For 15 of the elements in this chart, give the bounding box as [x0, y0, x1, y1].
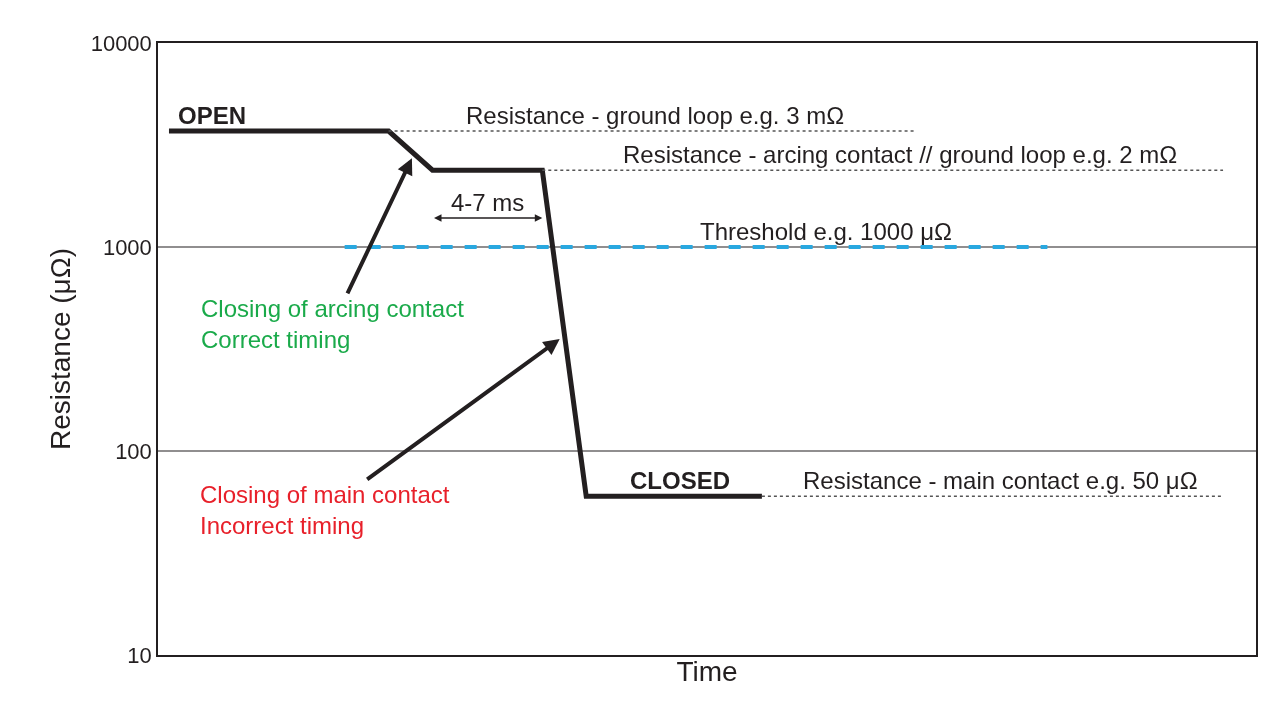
annotation: Threshold e.g. 1000 μΩ	[700, 218, 952, 245]
annotation: Resistance - ground loop e.g. 3 mΩ	[466, 102, 845, 129]
y-tick-label: 100	[115, 438, 152, 464]
annotation: 4-7 ms	[451, 189, 525, 216]
annotation: CLOSED	[630, 467, 731, 494]
annotation: Closing of arcing contact Correct timing	[201, 295, 465, 354]
annotation: OPEN	[178, 102, 247, 129]
y-axis-title: Resistance (μΩ)	[44, 247, 76, 451]
y-tick-label: 1000	[102, 234, 152, 260]
annotation: Resistance - arcing contact // ground loop e.g. 2 mΩ	[623, 141, 1178, 168]
y-tick-label: 10000	[90, 30, 152, 56]
annotation: Closing of main contact Incorrect timing	[200, 481, 450, 540]
y-tick-label: 10	[127, 642, 152, 668]
x-axis-title: Time	[676, 656, 738, 688]
annotation: Resistance - main contact e.g. 50 μΩ	[803, 467, 1198, 494]
